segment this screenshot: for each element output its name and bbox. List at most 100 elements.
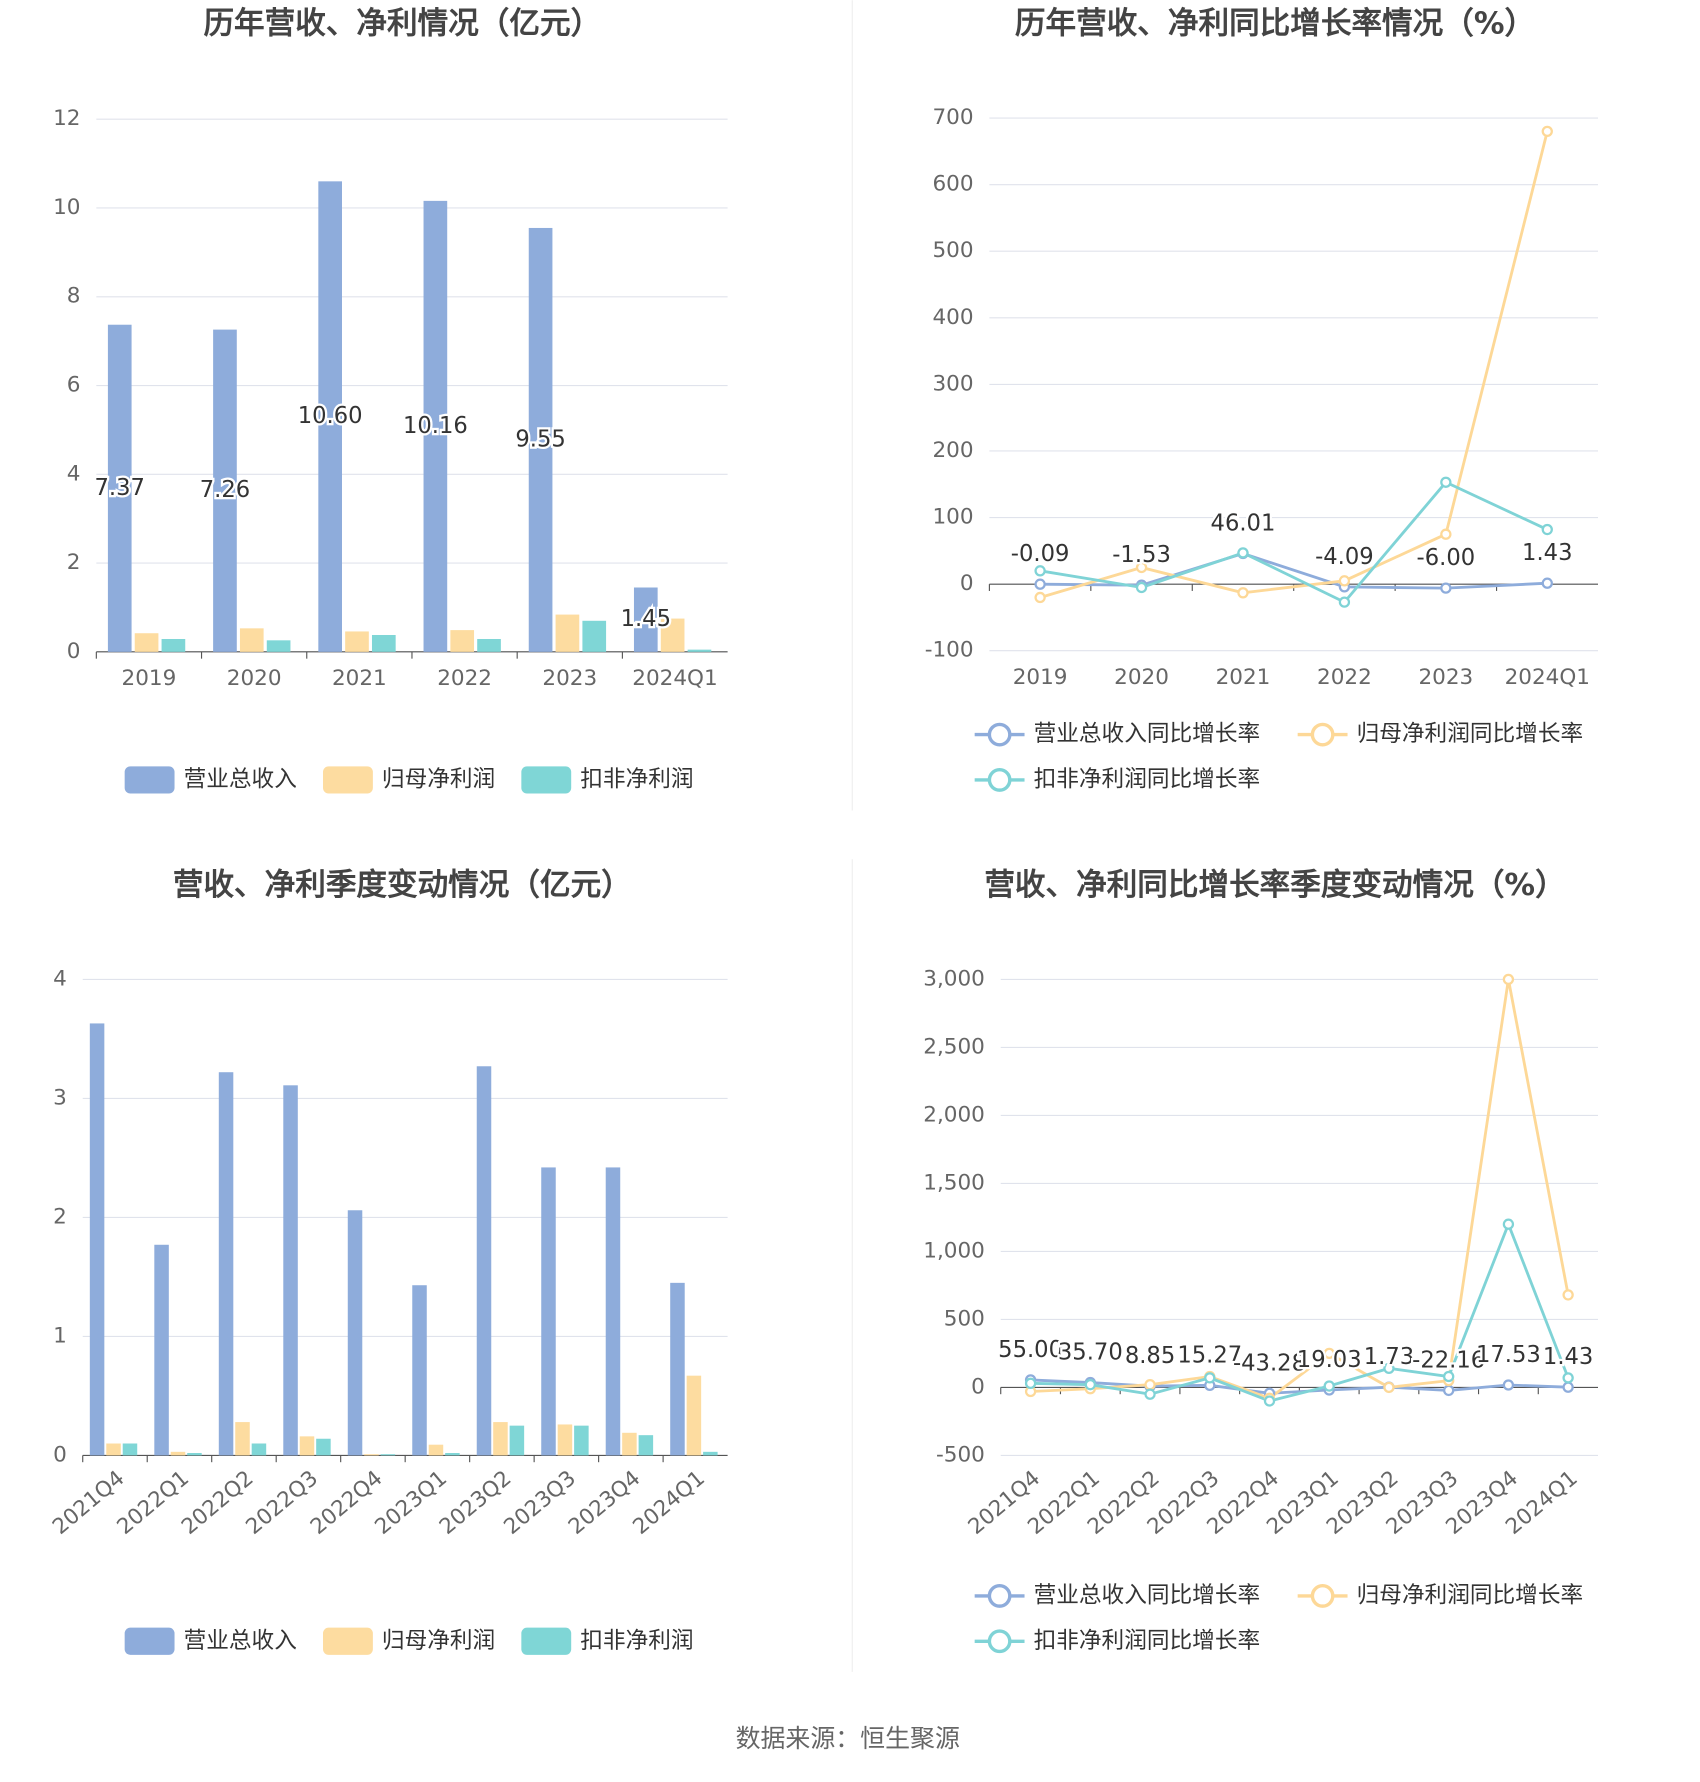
y-tick-label: 3,000: [923, 966, 985, 991]
data-label: 7.37: [95, 475, 145, 501]
legend-swatch: [1310, 1584, 1335, 1608]
legend-swatch: [521, 1627, 572, 1655]
bar: [89, 1023, 105, 1456]
legend-swatch: [987, 768, 1012, 792]
y-tick-label: 3: [53, 1085, 67, 1110]
bar: [450, 630, 475, 652]
point: [1562, 1372, 1574, 1384]
legend-label: 营业总收入同比增长率: [1034, 1582, 1261, 1608]
x-tick-label: 2022: [437, 666, 492, 691]
x-tick-label: 2020: [1114, 665, 1169, 690]
y-tick-label: 0: [960, 571, 974, 596]
bar: [251, 1443, 267, 1456]
x-tick-label: 2022Q3: [241, 1466, 322, 1540]
point: [1237, 587, 1249, 599]
bar: [299, 1436, 315, 1456]
y-tick-label: 2,500: [923, 1034, 985, 1059]
bar: [660, 618, 685, 652]
y-tick-label: 200: [932, 438, 973, 463]
x-tick-label: 2024Q1: [1505, 665, 1590, 690]
point: [1144, 1379, 1156, 1391]
chart-title: 历年营收、净利同比增长率情况（%）: [1015, 7, 1535, 42]
data-label: 10.60: [298, 403, 363, 429]
x-tick-label: 2021Q4: [48, 1466, 129, 1540]
point: [1024, 1377, 1037, 1389]
point: [1237, 547, 1249, 559]
bar: [477, 638, 501, 652]
bar: [187, 1453, 202, 1456]
bar: [423, 200, 448, 652]
bar: [283, 1085, 298, 1456]
data-label: 8.85: [1125, 1343, 1175, 1369]
x-tick-label: 2023: [1418, 665, 1473, 690]
point: [1135, 581, 1148, 594]
x-tick-label: 2022Q4: [306, 1466, 387, 1540]
point: [1440, 582, 1452, 594]
bar: [371, 634, 396, 652]
line: [1039, 480, 1548, 604]
data-label: 7.26: [200, 477, 250, 503]
data-label: 35.70: [1058, 1340, 1123, 1366]
y-tick-label: 10: [53, 195, 80, 220]
x-tick-label: 2023Q2: [435, 1466, 516, 1540]
legend-swatch: [1310, 722, 1335, 747]
bar: [638, 1435, 654, 1456]
point: [1541, 577, 1553, 589]
bar: [412, 1285, 427, 1456]
point: [1034, 578, 1046, 590]
point: [1440, 476, 1452, 488]
bar: [686, 1375, 702, 1456]
y-tick-label: 400: [932, 305, 973, 330]
data-label: -4.09: [1315, 544, 1374, 570]
x-tick-label: 2021: [1216, 665, 1271, 690]
data-label: 9.55: [515, 426, 565, 452]
bar: [428, 1444, 444, 1456]
legend-swatch: [987, 1629, 1012, 1654]
point: [1562, 1381, 1574, 1393]
legend-label: 营业总收入: [184, 766, 297, 792]
point: [1144, 1388, 1156, 1400]
y-tick-label: 6: [67, 373, 81, 398]
y-tick-label: 2,000: [923, 1102, 985, 1127]
y-tick-label: 1,000: [923, 1238, 985, 1263]
x-tick-label: 2021: [332, 666, 387, 691]
x-tick-label: 2024Q1: [632, 666, 717, 691]
bar: [122, 1443, 138, 1456]
data-label: 19.03: [1297, 1347, 1362, 1373]
point: [1204, 1372, 1216, 1384]
line: [1030, 1220, 1570, 1403]
x-tick-label: 2023Q3: [499, 1466, 580, 1540]
chart-title: 营收、净利同比增长率季度变动情况（%）: [984, 867, 1565, 903]
bar: [574, 1425, 589, 1456]
legend-swatch: [323, 1627, 373, 1655]
data-label: 1.43: [1543, 1344, 1593, 1370]
data-label: -43.28: [1233, 1350, 1306, 1376]
point: [1502, 1379, 1515, 1391]
y-tick-label: 0: [67, 639, 81, 664]
legend-label: 扣非净利润: [580, 1628, 693, 1654]
point: [1338, 575, 1351, 587]
point: [1338, 596, 1351, 608]
data-label: 1.45: [621, 606, 671, 632]
bar: [493, 1422, 508, 1456]
legend-label: 营业总收入: [184, 1628, 297, 1654]
y-tick-label: -500: [936, 1442, 985, 1467]
legend-swatch: [521, 766, 572, 794]
data-label: 46.01: [1211, 511, 1276, 537]
x-tick-label: 2024Q1: [628, 1466, 709, 1540]
y-tick-label: 0: [971, 1374, 985, 1399]
y-tick-label: 700: [932, 105, 973, 130]
point: [1135, 561, 1148, 574]
point: [1034, 565, 1046, 577]
y-tick-label: 500: [944, 1306, 985, 1331]
y-tick-label: 300: [932, 371, 973, 396]
bar: [213, 329, 237, 652]
bar: [161, 638, 186, 652]
legend-label: 扣非净利润同比增长率: [1034, 1628, 1261, 1654]
x-tick-label: 2023Q1: [370, 1466, 451, 1540]
bar: [528, 227, 553, 652]
bar: [633, 587, 658, 652]
x-tick-label: 2019: [122, 666, 177, 691]
point: [1263, 1395, 1276, 1407]
